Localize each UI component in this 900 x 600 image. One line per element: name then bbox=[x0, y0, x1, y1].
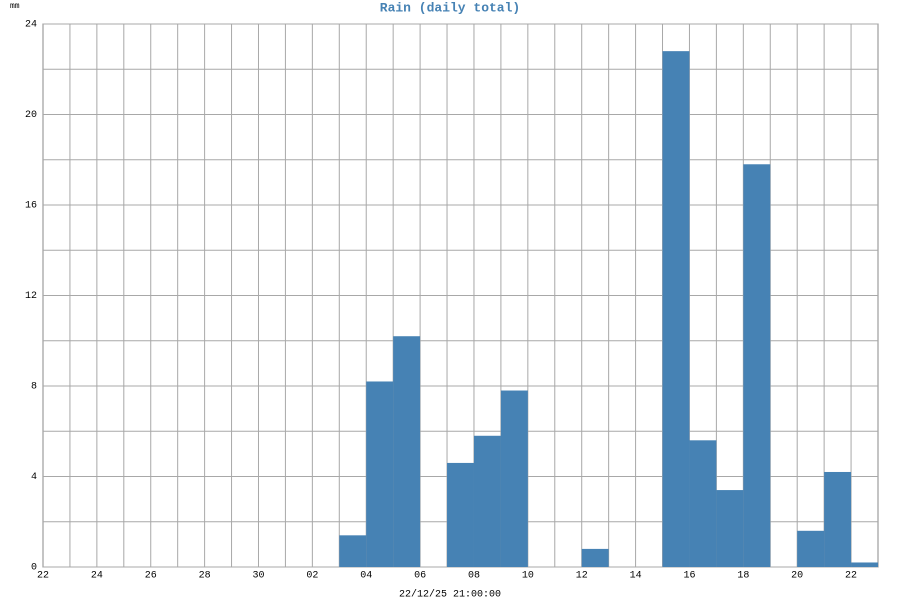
x-tick-label: 28 bbox=[199, 571, 211, 582]
y-tick-label: 4 bbox=[31, 472, 37, 483]
y-tick-label: 12 bbox=[25, 291, 37, 302]
bar bbox=[743, 164, 771, 567]
y-axis-label: mm bbox=[10, 2, 20, 11]
bar bbox=[797, 530, 825, 567]
x-tick-label: 04 bbox=[360, 571, 372, 582]
y-tick-label: 24 bbox=[25, 20, 37, 31]
x-tick-label: 06 bbox=[414, 571, 426, 582]
x-tick-label: 24 bbox=[91, 571, 103, 582]
y-tick-label: 20 bbox=[25, 110, 37, 121]
y-tick-label: 8 bbox=[31, 382, 37, 393]
x-tick-label: 20 bbox=[791, 571, 803, 582]
x-tick-label: 10 bbox=[522, 571, 534, 582]
bar bbox=[851, 562, 878, 567]
bar bbox=[662, 51, 690, 567]
bar bbox=[393, 336, 421, 567]
bar bbox=[339, 535, 367, 567]
x-tick-label: 22 bbox=[845, 571, 857, 582]
bar bbox=[581, 548, 609, 567]
x-tick-label: 16 bbox=[683, 571, 695, 582]
bar bbox=[716, 490, 744, 567]
x-tick-label: 30 bbox=[252, 571, 264, 582]
x-tick-label: 26 bbox=[145, 571, 157, 582]
bar bbox=[473, 435, 501, 567]
x-tick-label: 14 bbox=[630, 571, 642, 582]
bar bbox=[500, 390, 528, 567]
x-tick-label: 02 bbox=[306, 571, 318, 582]
x-tick-label: 18 bbox=[737, 571, 749, 582]
chart-title: Rain (daily total) bbox=[380, 0, 520, 15]
bar bbox=[689, 440, 717, 567]
y-tick-label: 16 bbox=[25, 201, 37, 212]
y-tick-label: 0 bbox=[31, 563, 37, 574]
bar bbox=[824, 471, 852, 567]
x-tick-label: 22 bbox=[37, 571, 49, 582]
x-tick-label: 12 bbox=[576, 571, 588, 582]
bar bbox=[366, 381, 394, 567]
bar bbox=[447, 462, 474, 567]
x-tick-label: 08 bbox=[468, 571, 480, 582]
x-axis-label: 22/12/25 21:00:00 bbox=[399, 589, 501, 600]
